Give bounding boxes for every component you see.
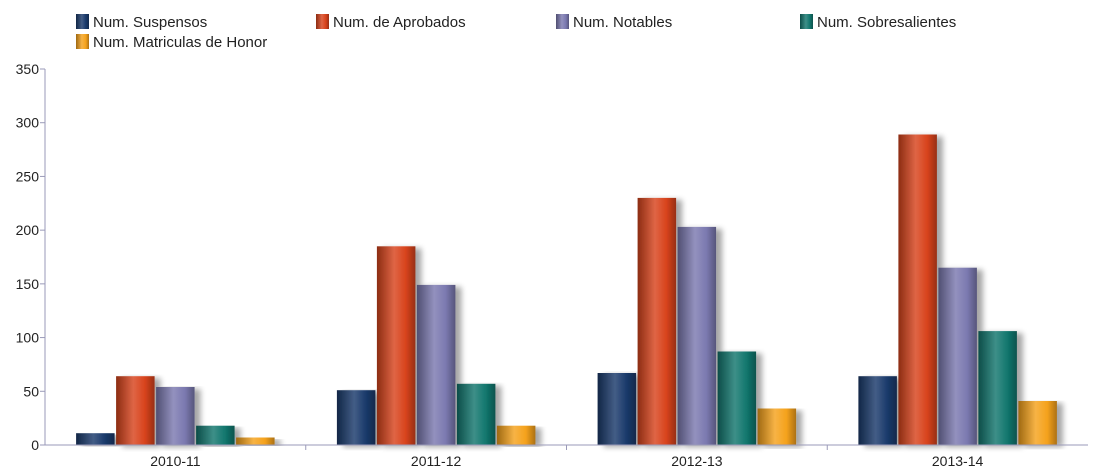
bar bbox=[898, 134, 937, 445]
bar bbox=[416, 284, 456, 445]
legend-swatch bbox=[316, 14, 329, 29]
legend-label: Num. Suspensos bbox=[93, 14, 207, 31]
legend-label: Num. Sobresalientes bbox=[817, 14, 956, 31]
bar bbox=[938, 267, 977, 445]
y-tick-label: 300 bbox=[16, 115, 40, 131]
bar bbox=[76, 433, 115, 445]
legend-swatch bbox=[76, 34, 89, 49]
bar bbox=[597, 373, 637, 445]
y-tick-label: 200 bbox=[16, 222, 40, 238]
chart-legend: Num. Suspensos Num. de Aprobados Num. Nota… bbox=[76, 14, 956, 51]
bar bbox=[156, 387, 195, 445]
bar bbox=[717, 351, 757, 445]
bar bbox=[376, 246, 416, 445]
y-tick-label: 150 bbox=[16, 276, 40, 292]
legend-label: Num. Matriculas de Honor bbox=[93, 34, 267, 51]
y-axis: 0 50 100 150 200 250 300 350 bbox=[16, 61, 46, 453]
y-tick-label: 50 bbox=[23, 383, 39, 399]
x-tick-label: 2011-12 bbox=[411, 453, 462, 469]
legend-label: Num. de Aprobados bbox=[333, 14, 466, 31]
bar bbox=[757, 408, 797, 445]
x-axis: 2010-11 2011-12 2012-13 2013-14 bbox=[45, 444, 1088, 469]
legend-label: Num. Notables bbox=[573, 14, 672, 31]
legend-swatch bbox=[76, 14, 89, 29]
x-tick-label: 2010-11 bbox=[150, 453, 201, 469]
bar bbox=[637, 197, 677, 445]
plot-area bbox=[76, 134, 1057, 445]
bar bbox=[456, 383, 496, 445]
x-tick-label: 2012-13 bbox=[671, 453, 723, 469]
x-tick-label: 2013-14 bbox=[932, 453, 984, 469]
bar bbox=[858, 376, 897, 445]
bar bbox=[978, 331, 1017, 445]
bar bbox=[336, 390, 376, 445]
y-tick-label: 0 bbox=[31, 437, 39, 453]
bar bbox=[1018, 401, 1057, 445]
y-tick-label: 100 bbox=[16, 330, 40, 346]
bar bbox=[236, 437, 275, 445]
bar bbox=[677, 226, 717, 445]
legend-swatch bbox=[556, 14, 569, 29]
bar bbox=[196, 425, 235, 445]
legend-swatch bbox=[800, 14, 813, 29]
y-tick-label: 350 bbox=[16, 61, 40, 77]
y-tick-label: 250 bbox=[16, 168, 40, 184]
bar bbox=[116, 376, 155, 445]
bar bbox=[496, 425, 536, 445]
